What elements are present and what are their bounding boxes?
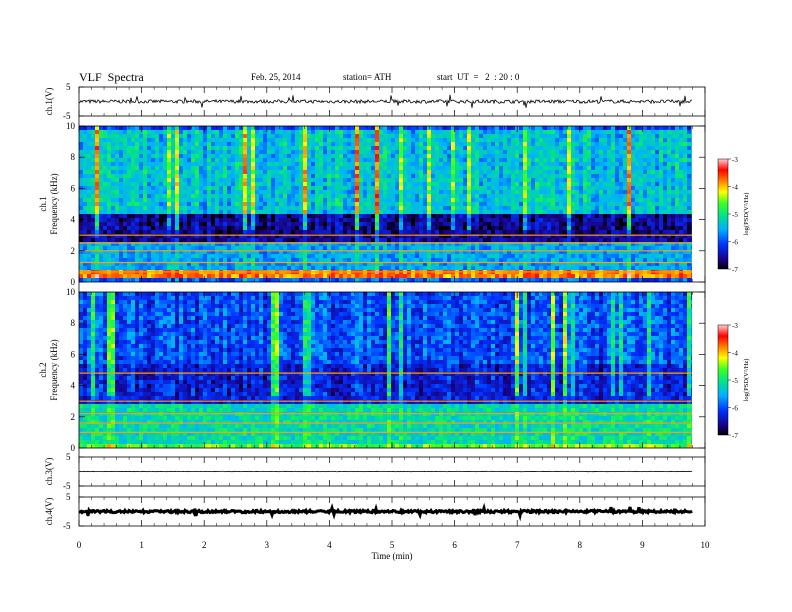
ch1-spectrogram-panel-ytick-label: 10 [66, 121, 76, 131]
ch1-spectrogram-panel-colorbar-tick-label: -7 [732, 266, 738, 274]
ch2-spectrogram-panel-ytick-label: 2 [71, 412, 76, 422]
ch1-spectrogram-panel-ytick-label: 2 [71, 246, 76, 256]
ch1-spectrogram-panel-ytick-label: 6 [71, 183, 76, 193]
ch4-waveform-panel-trace [78, 502, 693, 522]
ch2-spectrogram-panel-colorbar-tick-label: -7 [732, 432, 738, 440]
ch2-spectrogram-panel-ytick-label: 6 [71, 349, 76, 359]
xaxis-tick-label: 9 [640, 540, 645, 550]
ch1-spectrogram-panel-ytick-label: 0 [71, 277, 76, 287]
ch2-spectrogram-panel-colorbar-tick-label: -3 [732, 322, 738, 330]
figure-title: VLF Spectra [79, 70, 144, 84]
ch2-spectrogram-panel-colorbar-tick-label: -4 [732, 350, 738, 358]
ch1-spectrogram-panel-nodata [692, 126, 705, 282]
ch1-spectrogram-panel-colorbar-tick-label: -3 [732, 156, 738, 164]
ch1-spectrogram-panel-ylabel-channel: ch.1 [38, 196, 48, 211]
ch2-spectrogram-panel-ytick-label: 8 [71, 318, 76, 328]
ch1-waveform-panel-ytick-label: 5 [66, 82, 71, 92]
ch2-spectrogram-panel: 0 2 4 6 8 10 ch.2 Frequency (kHz) -3 -4 -5 -6 -7 log(… [38, 287, 750, 453]
ch1-spectrogram-panel-colorbar [717, 158, 729, 270]
ch2-spectrogram-panel-ylabel-frequency: Frequency (kHz) [49, 339, 59, 400]
xaxis-tick-label: 6 [452, 540, 457, 550]
ch1-spectrogram-panel-colorbar-tick-label: -6 [732, 239, 738, 247]
ch3-waveform-panel-ytick-label: -5 [63, 481, 71, 491]
xaxis-tick-label: 2 [202, 540, 207, 550]
ch4-waveform-panel-ytick-label: -5 [63, 521, 71, 531]
ch1-spectrogram-panel: 0 2 4 6 8 10 ch.1 Frequency (kHz) -3 -4 -5 -6 -7 log(… [38, 121, 750, 287]
xaxis-tick-label: 0 [77, 540, 82, 550]
ch1-spectrogram-panel-colorbar-tick-label: -4 [732, 184, 738, 192]
ch1-waveform-panel-ytick-label: -5 [63, 111, 71, 121]
xaxis-tick-label: 4 [327, 540, 332, 550]
ch3-waveform-panel-ylabel: ch.3(V) [44, 458, 54, 486]
date-label: Feb. 25, 2014 [251, 72, 301, 82]
xaxis-tick-label: 3 [265, 540, 270, 550]
ch2-spectrogram-panel-ytick-label: 0 [71, 443, 76, 453]
ch1-spectrogram-panel-cells [79, 126, 695, 282]
ch1-spectrogram-panel-ytick-label: 8 [71, 152, 76, 162]
ch2-spectrogram-panel-ytick-label: 4 [71, 381, 76, 391]
ch3-waveform-panel-ytick-label: 5 [66, 452, 71, 462]
start-time-label: start UT = 2 : 20 : 0 [437, 72, 520, 82]
ch1-spectrogram-panel-ylabel-frequency: Frequency (kHz) [49, 173, 59, 234]
ch4-waveform-panel-ytick-label: 5 [66, 492, 71, 502]
ch1-waveform-panel-trace [78, 94, 693, 108]
ch1-waveform-panel: 5 -5 ch.1(V) [44, 82, 693, 121]
ch3-waveform-panel: 5 -5 ch.3(V) [44, 452, 693, 491]
ch2-spectrogram-panel-colorbar-label: log(PSD(V²/Hz) [743, 359, 750, 402]
station-label: station= ATH [343, 72, 392, 82]
ch4-waveform-panel-ylabel: ch.4(V) [44, 498, 54, 526]
xaxis-label: Time (min) [372, 551, 413, 561]
xaxis-tick-label: 1 [139, 540, 144, 550]
ch2-spectrogram-panel-nodata [692, 292, 705, 448]
ch2-spectrogram-panel-ytick-label: 10 [66, 287, 76, 297]
xaxis-tick-label: 5 [390, 540, 395, 550]
ch4-waveform-panel: 5 -5 ch.4(V) [44, 492, 693, 531]
ch1-spectrogram-panel-colorbar-label: log(PSD(V²/Hz) [743, 193, 750, 236]
ch2-spectrogram-panel-colorbar-tick-label: -6 [732, 405, 738, 413]
ch2-spectrogram-panel-colorbar-tick-label: -5 [732, 377, 738, 385]
ch2-spectrogram-panel-colorbar [717, 324, 729, 436]
xaxis-tick-label: 10 [701, 540, 711, 550]
ch1-spectrogram-panel-ytick-label: 4 [71, 215, 76, 225]
xaxis-tick-label: 8 [578, 540, 583, 550]
ch2-spectrogram-panel-cells [79, 292, 695, 448]
ch1-waveform-panel-ylabel: ch.1(V) [44, 88, 54, 116]
xaxis-tick-label: 7 [515, 540, 520, 550]
ch2-spectrogram-panel-ylabel-channel: ch.2 [38, 362, 48, 377]
ch1-spectrogram-panel-colorbar-tick-label: -5 [732, 211, 738, 219]
